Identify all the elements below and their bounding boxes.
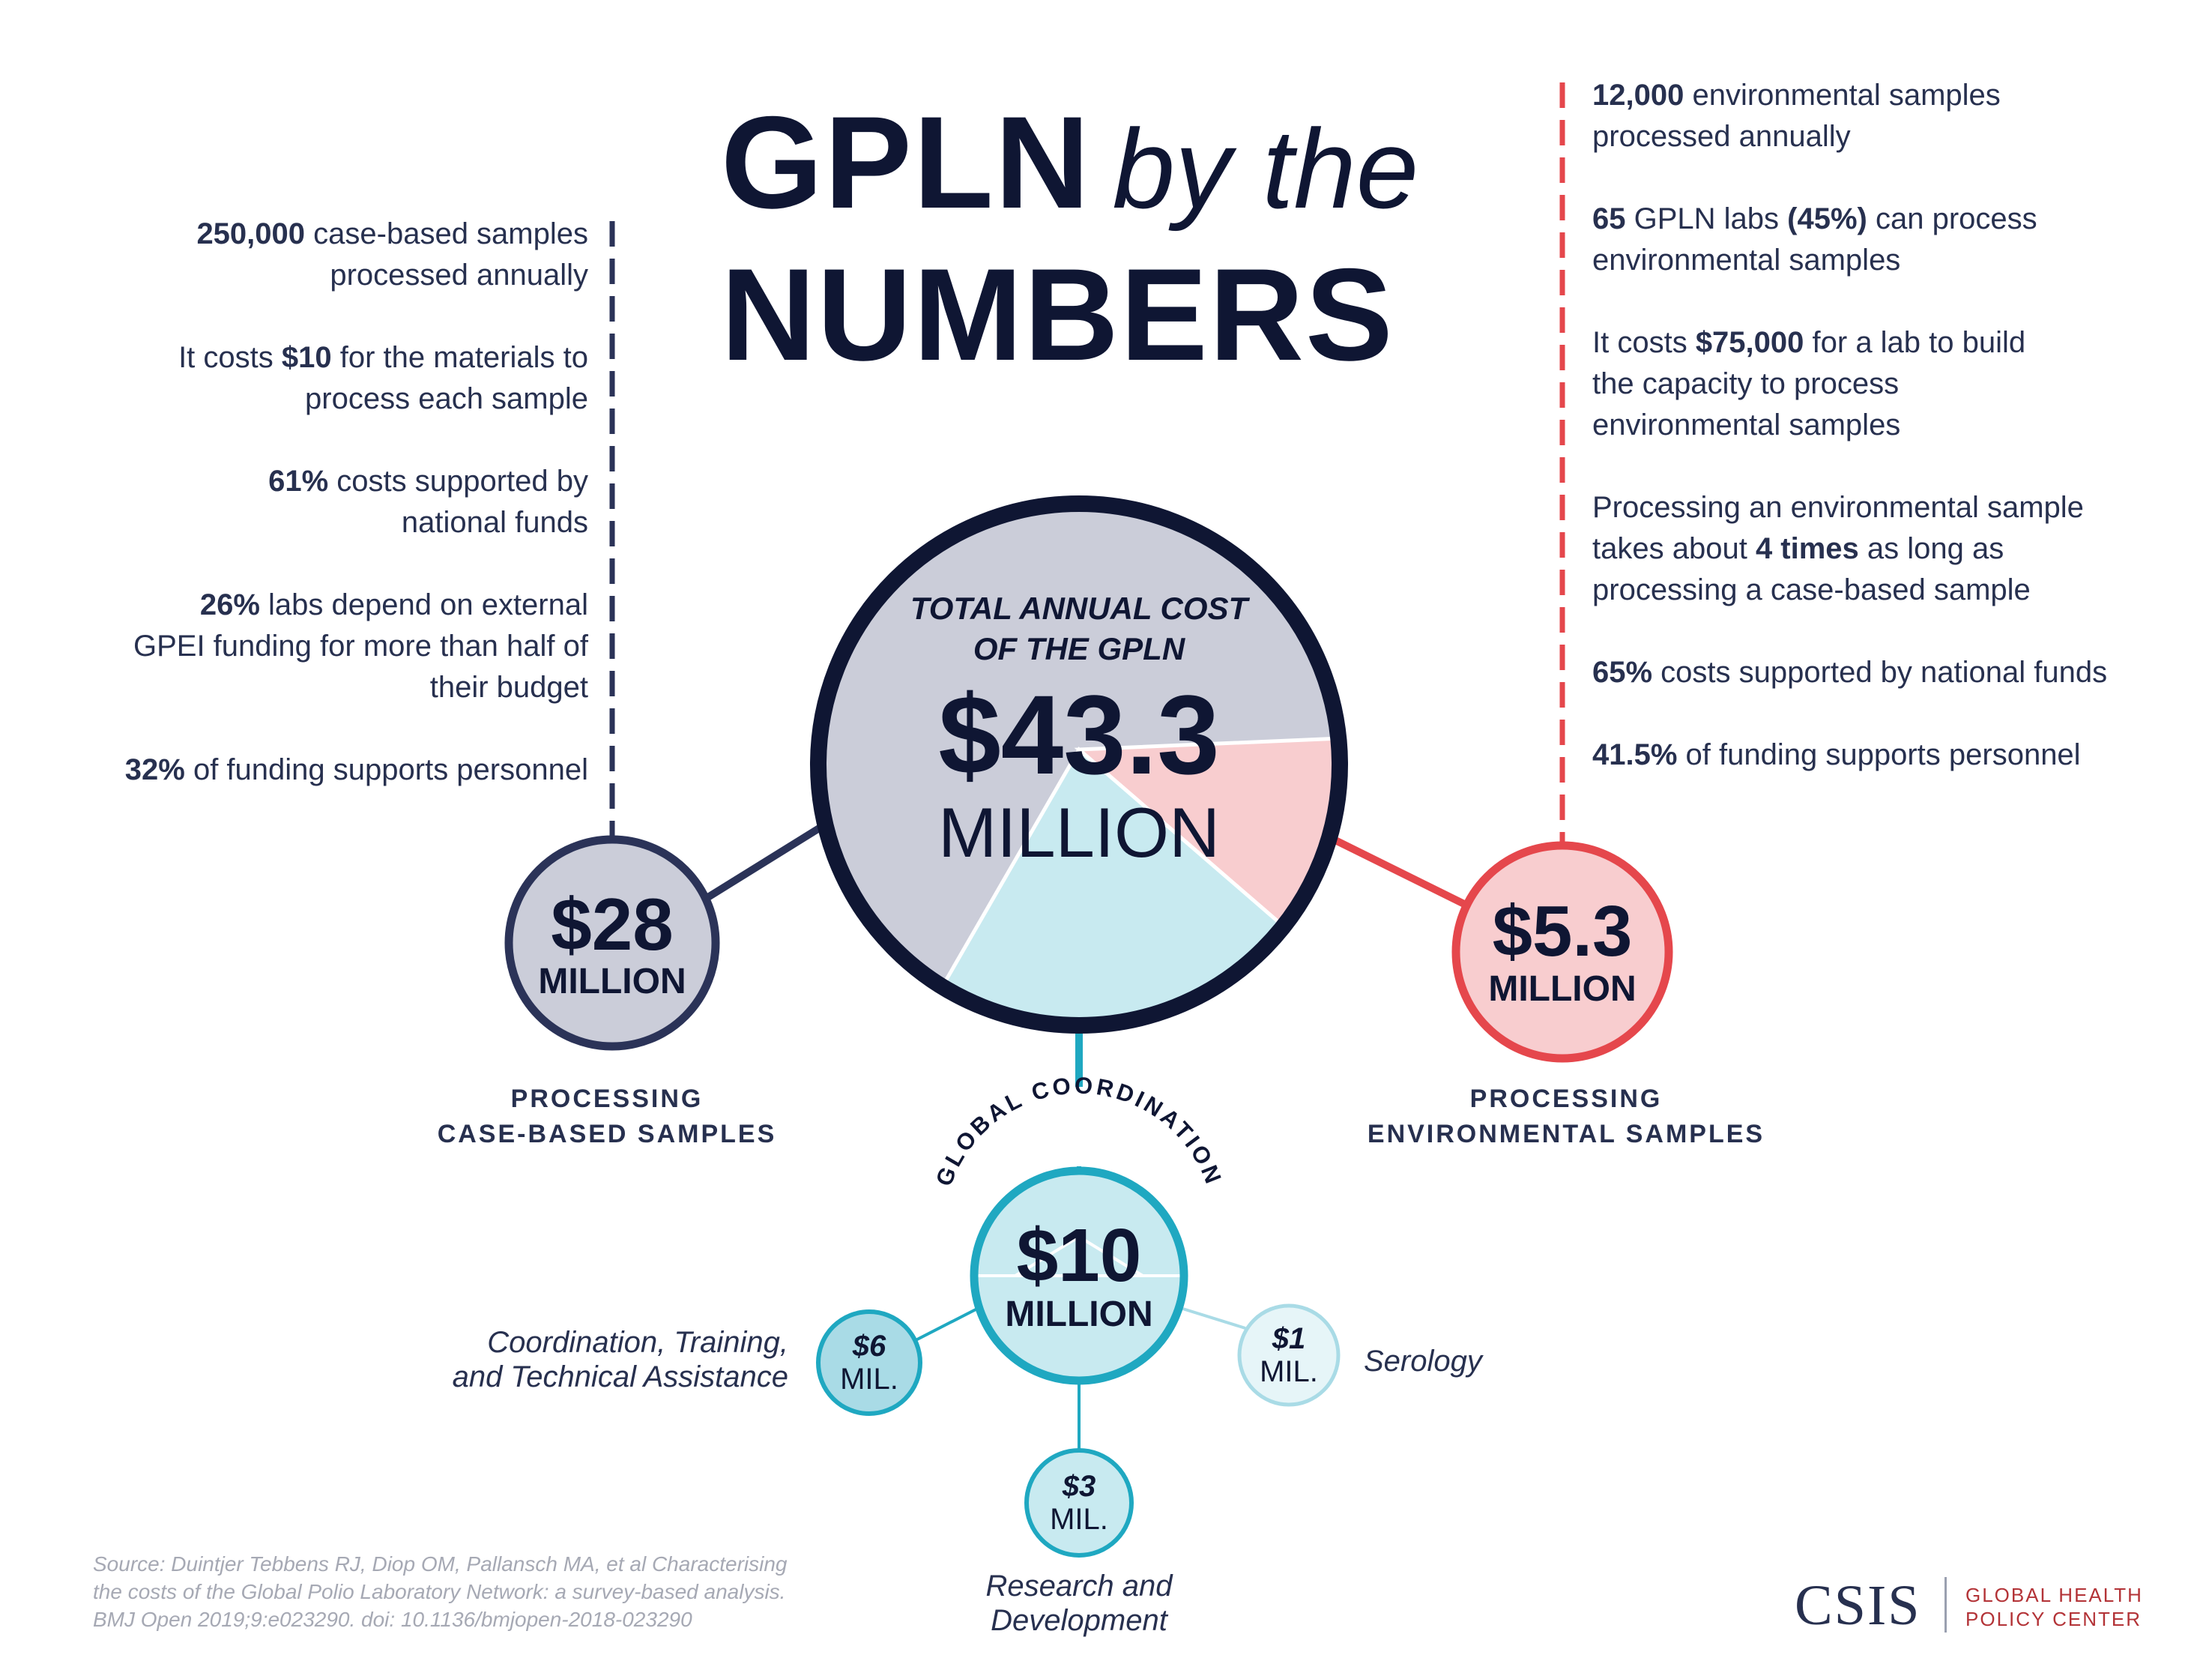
right-facts-list: 12,000 environmental samples processed a… (1592, 75, 2162, 817)
case-based-caption: PROCESSING CASE-BASED SAMPLES (437, 1085, 777, 1148)
case-based-circle (504, 835, 720, 1051)
left-fact-1: 250,000 case-based samples processed ann… (196, 217, 588, 292)
total-cost-label-2: OF THE GPLN (973, 631, 1185, 666)
csis-wordmark: CSIS (1795, 1574, 1921, 1637)
connector-sub-6 (915, 1306, 981, 1342)
label-serology: Serology (1364, 1345, 1482, 1378)
total-cost-unit: MILLION (937, 793, 1221, 872)
total-cost-circle (810, 495, 1348, 1034)
connector-sub-1 (1177, 1306, 1246, 1330)
connector-environmental (1332, 836, 1472, 911)
left-fact-3: 61% costs supported by national funds (268, 465, 588, 539)
left-fact-4: 26% labs depend on external GPEI funding… (133, 588, 588, 704)
sub-circle-1-text: $1 MIL. (1260, 1322, 1318, 1388)
title-numbers: NUMBERS (721, 242, 1394, 388)
sub-circle-6-text: $6 MIL. (840, 1330, 898, 1396)
title-bold-gpln: GPLN (721, 90, 1092, 236)
environmental-amount: $5.3 (1492, 891, 1633, 971)
right-fact-6: 41.5% of funding supports personnel (1592, 738, 2081, 771)
environmental-unit: MILLION (1488, 969, 1637, 1009)
title-italic-by-the: by the (1112, 106, 1419, 232)
logo-divider (1944, 1577, 1947, 1633)
connector-case-based (702, 822, 825, 903)
right-fact-1: 12,000 environmental samples processed a… (1592, 79, 2001, 153)
case-based-circle-text: $28 MILLION (510, 869, 715, 1019)
sub-circle-6 (816, 1309, 922, 1416)
case-based-amount: $28 (551, 883, 674, 965)
case-based-unit: MILLION (538, 962, 686, 1001)
sub-circle-3-text: $3 MIL. (1050, 1470, 1108, 1536)
left-facts-list: 250,000 case-based samples processed ann… (19, 214, 588, 832)
logo-center-name: GLOBAL HEALTH POLICY CENTER (1965, 1584, 2143, 1630)
source-citation: Source: Duintjer Tebbens RJ, Diop OM, Pa… (93, 1552, 788, 1631)
right-fact-3: It costs $75,000 for a lab to build the … (1592, 326, 2026, 441)
label-coordination-training: Coordination, Training, and Technical As… (452, 1326, 788, 1393)
right-fact-2: 65 GPLN labs (45%) can process environme… (1592, 202, 2037, 277)
right-fact-5: 65% costs supported by national funds (1592, 656, 2108, 689)
global-coordination-circle (970, 1166, 1188, 1385)
left-fact-2: It costs $10 for the materials to proces… (178, 341, 588, 415)
right-fact-4: Processing an environmental sample takes… (1592, 491, 2084, 606)
sub-circle-1 (1237, 1303, 1341, 1407)
total-cost-label-1: TOTAL ANNUAL COST (910, 591, 1248, 626)
environmental-caption: PROCESSING ENVIRONMENTAL SAMPLES (1367, 1085, 1765, 1148)
label-research-development: Research and Development (985, 1570, 1173, 1637)
environmental-circle-text: $5.3 MILLION (1457, 877, 1668, 1027)
sub-circle-3 (1024, 1448, 1134, 1558)
global-amount: $10 (1016, 1214, 1142, 1297)
csis-logo: CSIS GLOBAL HEALTH POLICY CENTER (1795, 1574, 2154, 1634)
page-title: GPLN by the NUMBERS (721, 97, 1470, 381)
global-circle-text: $10 MILLION (977, 1201, 1181, 1351)
total-cost-text: TOTAL ANNUAL COST OF THE GPLN $43.3 MILL… (854, 588, 1304, 870)
global-unit: MILLION (1005, 1294, 1153, 1334)
left-fact-5: 32% of funding supports personnel (124, 753, 588, 786)
total-cost-amount: $43.3 (938, 672, 1220, 798)
environmental-circle (1451, 841, 1673, 1063)
